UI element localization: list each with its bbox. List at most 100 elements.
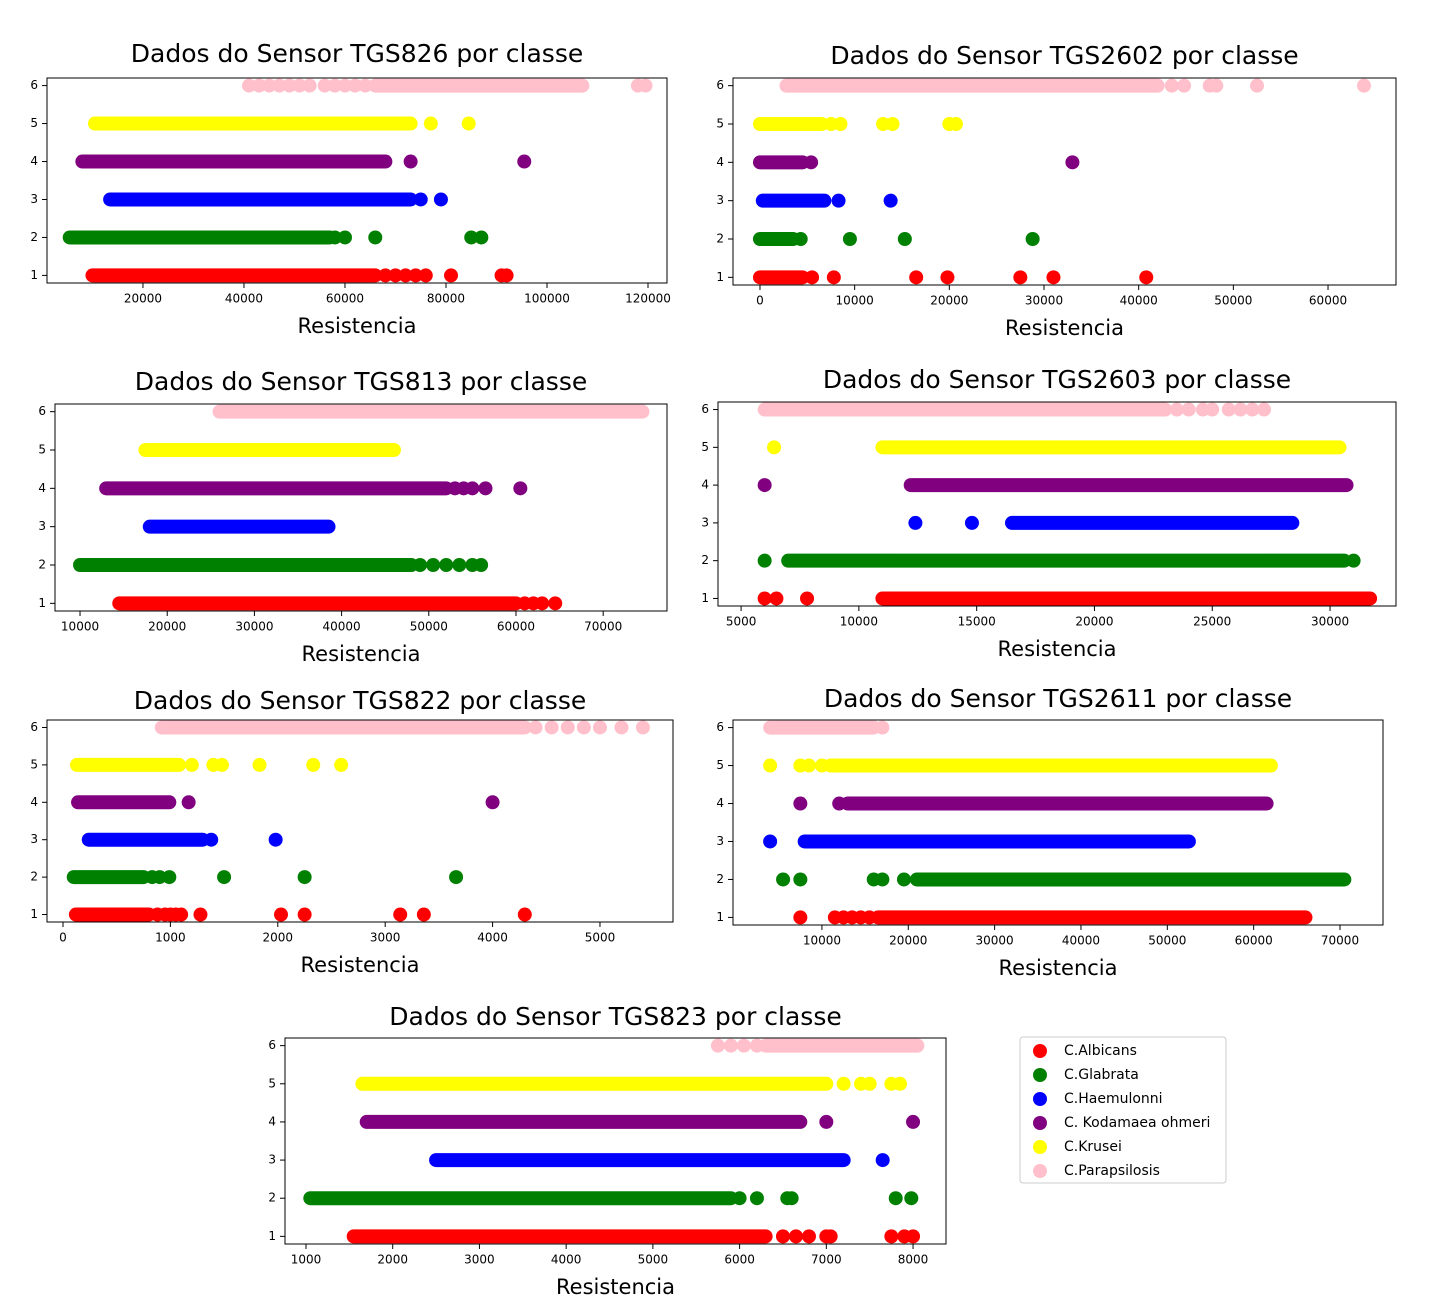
chart-title: Dados do Sensor TGS822 por classe [134,686,586,715]
point [885,117,900,131]
point [1245,402,1260,417]
x-tick-label: 5000 [638,1253,669,1267]
y-tick-label: 6 [268,1038,276,1052]
legend-marker [1033,1092,1047,1106]
point [757,553,772,568]
x-tick-label: 100000 [524,292,570,306]
point [875,1153,890,1168]
point [763,758,778,773]
x-tick-label: 60000 [326,292,364,306]
y-tick-label: 5 [701,440,709,454]
point [592,720,607,735]
point [184,757,199,772]
legend-marker [1033,1140,1047,1154]
x-tick-label: 1000 [155,931,186,945]
y-tick-label: 4 [716,796,724,810]
y-tick-label: 3 [701,515,709,529]
point [897,232,912,246]
point [413,558,428,572]
x-tick-label: 50000 [1214,294,1252,308]
y-tick-label: 3 [30,192,38,206]
x-tick-label: 2000 [263,931,294,945]
point [749,1038,764,1053]
legend-label: C.Glabrata [1064,1067,1139,1083]
x-tick-label: 60000 [497,620,535,634]
point [398,268,413,283]
x-tick-label: 10000 [836,294,874,308]
plot-frame [717,401,1397,607]
chart-title: Dados do Sensor TGS2602 por classe [830,41,1298,70]
y-tick-label: 1 [716,910,724,924]
point [337,230,352,245]
legend-label: C.Albicans [1064,1043,1137,1059]
point [776,872,791,887]
y-tick-label: 4 [716,155,724,169]
point [358,78,373,93]
point [317,78,332,93]
point [964,515,979,530]
x-tick-label: 40000 [323,620,361,634]
legend-frame [1019,1036,1227,1184]
point [893,1076,908,1091]
x-tick-label: 30000 [1311,615,1349,629]
point [452,558,467,572]
point [337,78,352,93]
legend-marker [1033,1044,1047,1058]
point [862,1076,877,1091]
point [793,232,808,246]
x-tick-label: 50000 [410,620,448,634]
y-tick-label: 4 [30,795,38,809]
point [262,78,277,93]
x-tick-label: 20000 [124,292,162,306]
point [1065,155,1080,170]
point [485,795,500,810]
plot-frame [284,1037,947,1245]
point [836,1076,851,1091]
point [499,268,514,283]
point [413,192,428,207]
point [1346,553,1361,568]
point [252,757,267,772]
point [793,796,808,811]
point [464,230,479,245]
plot-frame [46,77,668,284]
point [426,558,441,572]
point [274,907,289,922]
legend-marker [1033,1164,1047,1178]
x-tick-label: 20000 [1075,615,1113,629]
point [1139,270,1154,285]
y-tick-label: 3 [716,834,724,848]
x-tick-label: 40000 [225,292,263,306]
point [418,268,433,283]
y-tick-label: 3 [30,832,38,846]
point [638,78,653,93]
point [906,1229,921,1244]
point [788,1229,803,1244]
chart-title: Dados do Sensor TGS826 por classe [131,39,583,68]
point [517,907,532,922]
point [767,440,782,455]
point [749,1191,764,1206]
point [193,907,208,922]
point [1250,78,1265,93]
y-tick-label: 2 [30,230,38,244]
point [823,1229,838,1244]
legend-marker [1033,1116,1047,1130]
point [282,78,297,93]
point [757,478,772,493]
chart: Dados do Sensor TGS2602 por classe Resist… [716,41,1397,340]
point [1177,78,1192,93]
chart: Dados do Sensor TGS2611 por classe Resist… [716,684,1384,980]
point [162,870,177,885]
point [181,795,196,810]
x-tick-label: 7000 [811,1253,842,1267]
x-tick-label: 80000 [427,292,465,306]
point [272,78,287,93]
point [801,758,816,773]
point [535,596,550,611]
point [403,154,418,169]
x-tick-label: 10000 [803,934,841,948]
point [576,720,591,735]
point [439,558,454,572]
